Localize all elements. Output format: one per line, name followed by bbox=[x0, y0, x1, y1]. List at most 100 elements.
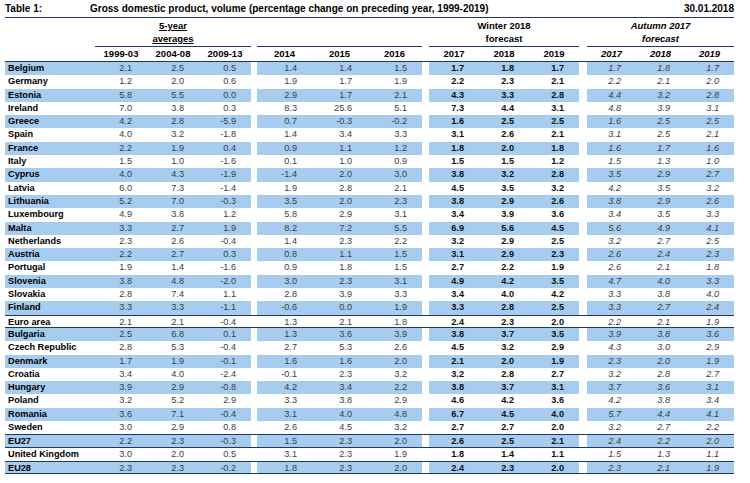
country-cell: Portugal bbox=[5, 261, 95, 274]
value-cell: 2.1 bbox=[685, 128, 734, 141]
value-cell: 3.5 bbox=[529, 328, 579, 341]
value-cell: 4.0 bbox=[95, 168, 147, 181]
value-cell: 2.1 bbox=[636, 75, 685, 88]
value-cell: 4.0 bbox=[636, 275, 685, 288]
group3-label-line1: Winter 2018 bbox=[477, 20, 530, 31]
value-cell: 3.5 bbox=[636, 182, 685, 195]
country-cell: Greece bbox=[5, 115, 95, 128]
value-cell: 1.1 bbox=[312, 142, 367, 155]
value-cell: 0.3 bbox=[199, 248, 251, 261]
country-cell: Germany bbox=[5, 75, 95, 88]
group-gap bbox=[422, 75, 429, 88]
group1-label-line1: 5-year bbox=[159, 20, 187, 31]
value-cell: 2.0 bbox=[312, 168, 367, 181]
value-cell: 1.9 bbox=[257, 182, 312, 195]
value-cell: 3.9 bbox=[636, 102, 685, 115]
value-cell: -1.6 bbox=[199, 261, 251, 274]
name-column-spacer bbox=[5, 19, 95, 47]
value-cell: 5.3 bbox=[312, 341, 367, 354]
value-cell: 1.2 bbox=[529, 155, 579, 168]
value-cell: 1.7 bbox=[312, 75, 367, 88]
value-cell: 3.8 bbox=[636, 288, 685, 301]
value-cell: -0.2 bbox=[367, 115, 422, 128]
value-cell: 2.2 bbox=[479, 261, 529, 274]
value-cell: 0.8 bbox=[257, 248, 312, 261]
group-gap bbox=[579, 408, 587, 421]
group-gap bbox=[422, 47, 429, 61]
value-cell: 1.5 bbox=[367, 248, 422, 261]
country-cell: Poland bbox=[5, 394, 95, 407]
country-cell: Bulgaria bbox=[5, 328, 95, 341]
value-cell: 2.0 bbox=[367, 461, 422, 474]
value-cell: 25.6 bbox=[312, 102, 367, 115]
value-cell: 2.1 bbox=[636, 261, 685, 274]
value-cell: 1.6 bbox=[429, 115, 479, 128]
value-cell: 2.9 bbox=[636, 195, 685, 208]
value-cell: 2.7 bbox=[685, 368, 734, 381]
value-cell: -0.1 bbox=[199, 355, 251, 368]
value-cell: 2.6 bbox=[685, 195, 734, 208]
value-cell: 2.6 bbox=[587, 261, 636, 274]
value-cell: 3.9 bbox=[312, 288, 367, 301]
value-cell: 2.3 bbox=[147, 434, 199, 447]
country-cell: Slovenia bbox=[5, 275, 95, 288]
country-cell: France bbox=[5, 142, 95, 155]
value-cell: 4.2 bbox=[95, 115, 147, 128]
value-cell: 1.5 bbox=[587, 155, 636, 168]
value-cell: 2.7 bbox=[636, 421, 685, 434]
value-cell: 3.0 bbox=[367, 168, 422, 181]
value-cell: 2.3 bbox=[479, 315, 529, 328]
table-row: Spain4.03.2-1.81.43.43.33.12.62.13.12.52… bbox=[5, 128, 734, 141]
table-row: Malta3.32.71.98.27.25.56.95.64.55.64.94.… bbox=[5, 222, 734, 235]
year-header: 2019 bbox=[529, 47, 579, 61]
value-cell: 2.6 bbox=[587, 248, 636, 261]
value-cell: 2.2 bbox=[587, 315, 636, 328]
value-cell: 1.1 bbox=[312, 248, 367, 261]
value-cell: 2.1 bbox=[312, 315, 367, 328]
value-cell: 4.5 bbox=[429, 341, 479, 354]
value-cell: 3.2 bbox=[479, 168, 529, 181]
value-cell: 3.4 bbox=[312, 128, 367, 141]
document-page: Table 1: Gross domestic product, volume … bbox=[0, 0, 750, 483]
year-header: 2016 bbox=[367, 47, 422, 61]
value-cell: 2.3 bbox=[147, 461, 199, 474]
value-cell: 0.6 bbox=[199, 75, 251, 88]
value-cell: -0.3 bbox=[312, 115, 367, 128]
value-cell: 3.3 bbox=[587, 301, 636, 314]
value-cell: 2.5 bbox=[529, 115, 579, 128]
group-gap bbox=[579, 394, 587, 407]
value-cell: 3.1 bbox=[367, 275, 422, 288]
value-cell: 2.7 bbox=[147, 222, 199, 235]
value-cell: 2.8 bbox=[312, 182, 367, 195]
value-cell: 3.2 bbox=[429, 368, 479, 381]
group-gap bbox=[422, 142, 429, 155]
value-cell: 1.7 bbox=[429, 62, 479, 75]
value-cell: 1.1 bbox=[685, 448, 734, 461]
value-cell: 1.7 bbox=[529, 62, 579, 75]
value-cell: 2.5 bbox=[529, 301, 579, 314]
column-group-header-row: 5-year averages Winter 2018 forecast Aut… bbox=[5, 19, 734, 47]
value-cell: 3.3 bbox=[429, 301, 479, 314]
value-cell: 4.8 bbox=[147, 275, 199, 288]
value-cell: 1.3 bbox=[257, 328, 312, 341]
value-cell: 3.3 bbox=[479, 89, 529, 102]
value-cell: 2.3 bbox=[587, 355, 636, 368]
table-row: Slovenia3.84.8-2.03.02.33.14.94.23.54.74… bbox=[5, 275, 734, 288]
value-cell: 2.5 bbox=[479, 434, 529, 447]
value-cell: 2.7 bbox=[147, 248, 199, 261]
group-gap bbox=[579, 448, 587, 461]
group-gap bbox=[579, 235, 587, 248]
value-cell: 4.8 bbox=[587, 102, 636, 115]
year-header: 2017 bbox=[587, 47, 636, 61]
country-cell: Luxembourg bbox=[5, 208, 95, 221]
value-cell: 3.0 bbox=[95, 421, 147, 434]
value-cell: 1.9 bbox=[95, 261, 147, 274]
country-cell: Romania bbox=[5, 408, 95, 421]
value-cell: -5.9 bbox=[199, 115, 251, 128]
value-cell: 1.8 bbox=[479, 62, 529, 75]
value-cell: 2.8 bbox=[529, 89, 579, 102]
group-gap bbox=[579, 461, 587, 474]
group-header-winter-2018-forecast: Winter 2018 forecast bbox=[429, 19, 579, 47]
value-cell: 2.7 bbox=[529, 368, 579, 381]
value-cell: 2.3 bbox=[685, 248, 734, 261]
